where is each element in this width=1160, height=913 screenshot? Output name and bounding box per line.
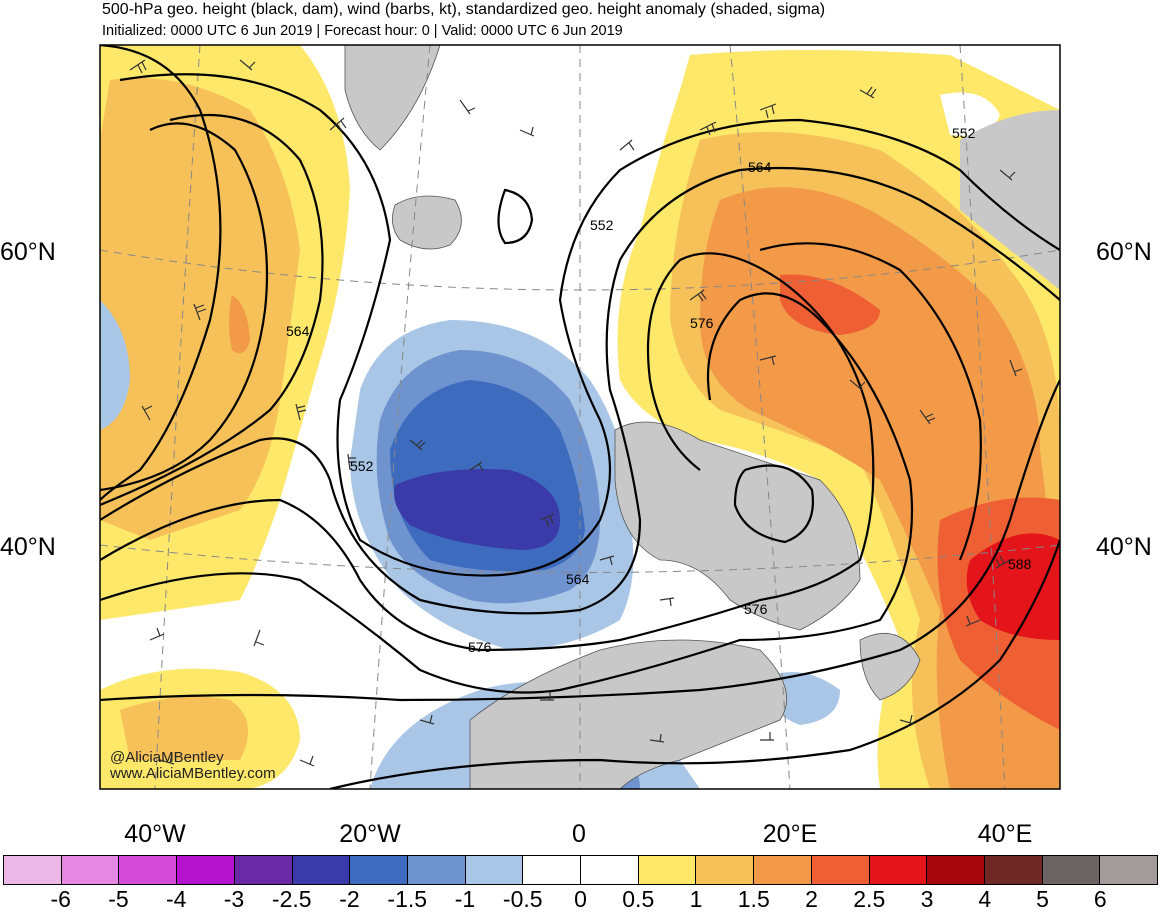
colorbar-swatch <box>61 856 120 884</box>
contour-labels: 552 552 552 564 564 564 576 576 576 588 <box>286 125 1032 655</box>
colorbar-tick-label: -4 <box>166 886 187 912</box>
colorbar-swatch <box>811 856 870 884</box>
colorbar-tick-label: 1.5 <box>737 886 770 912</box>
colorbar-tick-label: -0.5 <box>502 886 543 912</box>
map-subtitle: Initialized: 0000 UTC 6 Jun 2019 | Forec… <box>102 23 623 39</box>
colorbar-swatch <box>4 856 62 884</box>
colorbar-tick-label: 0.5 <box>622 886 655 912</box>
colorbar-tick-label: -2 <box>339 886 360 912</box>
contour-label: 564 <box>566 571 590 587</box>
contour-label: 552 <box>350 458 374 474</box>
map-frame <box>99 44 1061 790</box>
map-title: 500-hPa geo. height (black, dam), wind (… <box>102 1 826 18</box>
lat-label-right-40n: 40°N <box>1096 533 1152 561</box>
lon-label-20e: 20°E <box>762 820 818 848</box>
colorbar-swatch <box>581 856 639 884</box>
colorbar-swatch <box>1100 856 1158 884</box>
colorbar-tick-label: 2 <box>805 886 818 912</box>
lon-label-40w: 40°W <box>124 820 186 848</box>
lat-label-left-40n: 40°N <box>0 533 56 561</box>
colorbar-swatch <box>754 856 812 884</box>
colorbar-swatch <box>407 856 466 884</box>
credit: @AliciaMBentley www.AliciaMBentley.com <box>110 750 276 782</box>
contour-label: 588 <box>1008 556 1032 572</box>
colorbar-swatch <box>292 856 351 884</box>
contour-label: 564 <box>286 323 310 339</box>
anomaly-positive-west-max <box>229 295 250 354</box>
colorbar-swatch <box>1042 856 1101 884</box>
land-svalbard <box>344 45 441 151</box>
lat-label-right-60n: 60°N <box>1096 238 1152 266</box>
contour-label: 552 <box>590 217 614 233</box>
colorbar-swatch <box>350 856 408 884</box>
colorbar-tick-label: -1.5 <box>387 886 428 912</box>
colorbar-tick-label: 4 <box>978 886 992 912</box>
colorbar-tick-label: 3 <box>920 886 934 912</box>
lat-label-left-60n: 60°N <box>0 238 56 266</box>
colorbar-swatch <box>638 856 697 884</box>
credit-handle: @AliciaMBentley <box>110 749 224 766</box>
land-iceland <box>392 195 462 250</box>
colorbar-tick-label: -6 <box>50 886 71 912</box>
contour-label: 564 <box>748 159 772 175</box>
colorbar-tick-label: 2.5 <box>853 886 886 912</box>
lon-label-40e: 40°E <box>977 820 1033 848</box>
colorbar-swatch <box>523 856 582 884</box>
colorbar-tick-label: -5 <box>108 886 129 912</box>
colorbar-tick-label: 0 <box>574 886 587 912</box>
colorbar-swatch <box>234 856 293 884</box>
colorbar-swatch <box>696 856 755 884</box>
land-eastern-mediterranean <box>859 632 921 701</box>
colorbar-tick-label: -1 <box>454 886 476 912</box>
colorbar <box>3 855 1158 885</box>
colorbar-swatch <box>869 856 928 884</box>
height-contours <box>100 45 1060 789</box>
colorbar-swatch <box>927 856 985 884</box>
credit-website: www.AliciaMBentley.com <box>110 765 276 782</box>
colorbar-swatch <box>984 856 1043 884</box>
colorbar-tick-label: 5 <box>1036 886 1049 912</box>
colorbar-tick-label: -2.5 <box>271 886 312 912</box>
contour-label: 576 <box>690 315 714 331</box>
colorbar-tick-label: -3 <box>223 886 245 912</box>
wind-barbs <box>129 59 1023 767</box>
anomaly-shading <box>100 45 1060 789</box>
lon-label-0: 0 <box>572 820 586 848</box>
colorbar-tick-label: 6 <box>1093 886 1107 912</box>
colorbar-tick-label: 1 <box>689 886 703 912</box>
lon-label-20w: 20°W <box>339 820 401 848</box>
land-north-africa <box>469 639 787 789</box>
contour-label: 576 <box>744 601 768 617</box>
graticule <box>100 45 1060 789</box>
colorbar-swatch <box>119 856 178 884</box>
colorbar-swatch <box>465 856 524 884</box>
contour-label: 552 <box>952 125 976 141</box>
contour-label: 576 <box>468 639 492 655</box>
colorbar-swatch <box>177 856 235 884</box>
